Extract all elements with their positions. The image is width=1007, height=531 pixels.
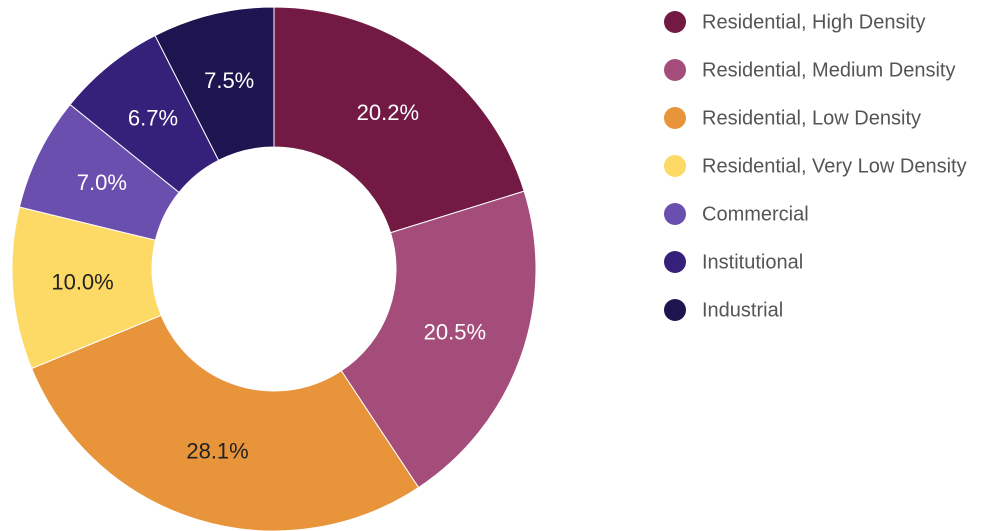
legend-swatch <box>664 203 686 225</box>
slice-label: 20.5% <box>424 319 486 344</box>
slice-label: 6.7% <box>128 106 178 131</box>
legend-label: Residential, Low Density <box>702 107 921 129</box>
legend-label: Institutional <box>702 251 803 273</box>
slice-label: 7.0% <box>77 170 127 195</box>
legend-label: Residential, High Density <box>702 11 925 33</box>
slice <box>273 6 525 234</box>
legend-swatch <box>664 155 686 177</box>
slice-label: 7.5% <box>204 68 254 93</box>
legend-swatch <box>664 11 686 33</box>
slice-label: 20.2% <box>357 100 419 125</box>
slice <box>340 190 537 489</box>
slice <box>30 314 420 531</box>
slice-label: 10.0% <box>51 269 113 294</box>
legend-swatch <box>664 59 686 81</box>
legend-swatch <box>664 299 686 321</box>
legend-label: Commercial <box>702 203 809 225</box>
legend-swatch <box>664 251 686 273</box>
slice-label: 28.1% <box>186 438 248 463</box>
legend-label: Industrial <box>702 299 783 321</box>
legend-label: Residential, Very Low Density <box>702 155 967 177</box>
slice <box>154 6 275 161</box>
legend-label: Residential, Medium Density <box>702 59 955 81</box>
legend-swatch <box>664 107 686 129</box>
